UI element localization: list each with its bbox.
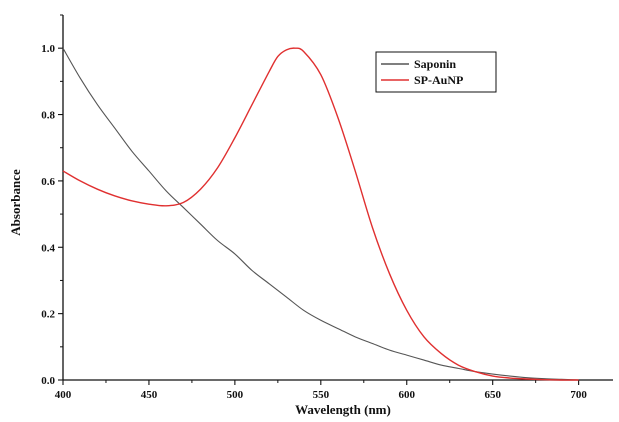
x-tick-label: 450 [141,389,158,401]
y-tick-label: 0.8 [41,110,55,122]
legend-label: SP-AuNP [414,73,463,87]
y-tick-label: 0.0 [41,375,55,387]
legend-box [375,51,497,93]
x-tick-label: 500 [227,389,244,401]
y-axis-title: Absorbance [8,169,23,236]
series-layer [62,47,579,381]
x-tick-label: 600 [399,389,416,401]
axes: 400 450 500 550 600 650 700 0.0 0.2 0.4 0.6 0.8 1.0 [41,14,613,401]
y-tick-label: 0.6 [41,176,55,188]
legend: Saponin SP-AuNP [375,51,497,93]
y-tick-label: 1.0 [41,43,55,55]
x-tick-label: 550 [313,389,330,401]
x-axis-title: Wavelength (nm) [295,402,391,417]
y-tick-label: 0.4 [41,242,55,254]
y-tick-label: 0.2 [41,309,55,321]
series-line-saponin [62,47,579,381]
x-tick-label: 650 [484,389,501,401]
legend-label: Saponin [414,57,456,71]
series-line-sp-aunp [62,47,579,381]
x-tick-label: 400 [55,389,72,401]
x-tick-label: 700 [570,389,587,401]
